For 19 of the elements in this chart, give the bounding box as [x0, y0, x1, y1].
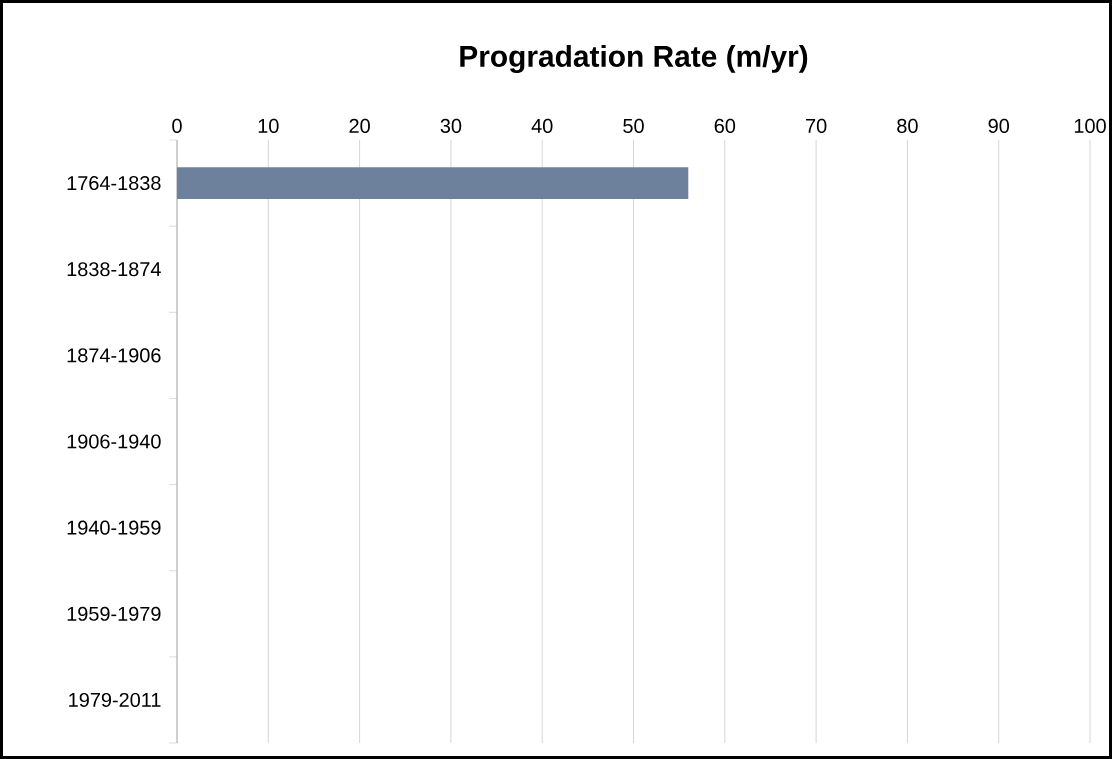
x-tick-label: 70	[806, 118, 827, 133]
x-tick-label: 10	[258, 118, 279, 133]
x-tick-label: 30	[440, 118, 462, 133]
y-tick-label: 1764-1838	[67, 176, 161, 191]
y-tick-label: 1874-1906	[67, 348, 161, 363]
x-tick-label: 90	[988, 118, 1010, 133]
x-tick-label: 100	[1074, 118, 1106, 133]
y-tick-label: 1940-1959	[67, 520, 161, 535]
y-tick-label: 1906-1940	[67, 434, 161, 449]
x-tick-label: 80	[897, 118, 918, 133]
x-tick-label: 40	[531, 118, 553, 133]
x-tick-label: 50	[623, 118, 644, 133]
x-tick-label: 0	[172, 118, 182, 133]
chart-title: Progradation Rate (m/yr)	[460, 45, 808, 74]
y-tick-label: 1959-1979	[67, 606, 161, 621]
y-tick-label: 1838-1874	[67, 262, 161, 277]
x-tick-label: 60	[714, 118, 736, 133]
y-tick-label: 1979-2011	[69, 692, 161, 707]
x-tick-label: 20	[349, 118, 370, 133]
